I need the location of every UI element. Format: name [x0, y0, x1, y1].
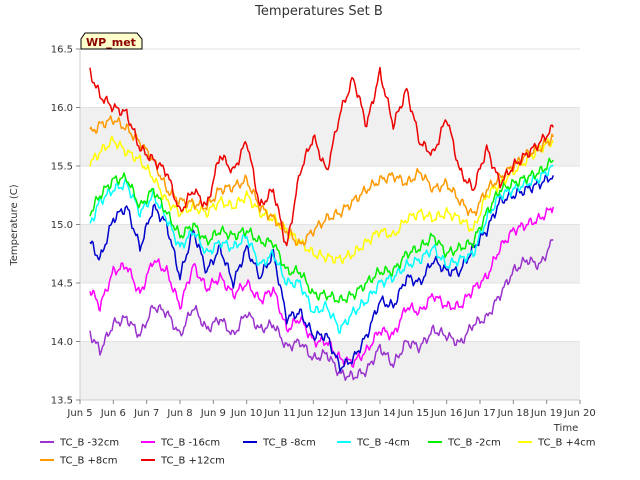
site-badge-box: [80, 32, 143, 50]
series-line-tc-b-4cm: [89, 164, 554, 334]
series-lines: [89, 66, 555, 381]
x-tick-label: Jun 15: [397, 408, 430, 419]
series-line-tc-b-12cm: [89, 66, 554, 247]
legend-label: TC_B +12cm: [160, 456, 225, 467]
x-tick-label: Jun 13: [330, 408, 363, 419]
series-line-tc-b-8cm: [89, 174, 555, 373]
series-line-tc-b-2cm: [89, 157, 554, 304]
x-tick-label: Jun 14: [363, 408, 396, 419]
series-line-tc-b-8cm: [89, 115, 554, 247]
x-tick-label: Jun 19: [530, 408, 563, 419]
x-axis-ticks: Jun 5 Jun 6 Jun 7 Jun 8 Jun 9 Jun 10 Jun 11 Jun…: [66, 400, 596, 419]
y-tick-label: 15.5: [51, 162, 73, 173]
x-axis-label: Time: [553, 423, 578, 434]
y-tick-label: 14.0: [51, 337, 73, 348]
legend-label: TC_B -16cm: [160, 438, 220, 449]
x-tick-label: Jun 10: [230, 408, 263, 419]
y-tick-label: 16.0: [51, 103, 73, 114]
y-axis-ticks: 13.5 14.0 14.5 15.0 15.5 16.0 16.5: [51, 45, 80, 407]
x-tick-label: Jun 6: [100, 408, 126, 419]
x-tick-label: Jun 17: [463, 408, 496, 419]
legend-label: TC_B +4cm: [537, 438, 596, 449]
grid-band: [80, 341, 580, 400]
y-tick-label: 15.0: [51, 220, 73, 231]
x-tick-label: Jun 16: [430, 408, 463, 419]
series-line-tc-b-16cm: [89, 206, 555, 368]
site-badge: WP_met: [80, 32, 143, 50]
legend-label: TC_B +8cm: [59, 456, 118, 467]
x-tick-label: Jun 20: [563, 408, 596, 419]
y-tick-label: 13.5: [51, 396, 73, 407]
grid-band: [80, 224, 580, 283]
x-tick-label: Jun 8: [166, 408, 192, 419]
legend-label: TC_B -32cm: [59, 438, 119, 449]
plot-area: [80, 48, 580, 401]
x-tick-label: Jun 11: [263, 408, 296, 419]
series-line-tc-b-4cm: [89, 135, 554, 265]
legend-label: TC_B -2cm: [447, 438, 501, 449]
y-axis-label: Temperature (C): [9, 184, 20, 266]
x-tick-label: Jun 7: [133, 408, 159, 419]
site-badge-label: WP_met: [86, 36, 136, 49]
x-tick-label: Jun 12: [297, 408, 330, 419]
y-tick-label: 16.5: [51, 45, 73, 56]
legend: TC_B -32cm TC_B -16cm TC_B -8cm TC_B -4cm TC…: [40, 438, 596, 467]
x-tick-label: Jun 9: [200, 408, 226, 419]
series-line-tc-b-32cm: [89, 238, 554, 381]
legend-label: TC_B -8cm: [262, 438, 316, 449]
chart-title: Temperatures Set B: [254, 4, 383, 19]
y-tick-label: 14.5: [51, 279, 73, 290]
x-tick-label: Jun 5: [66, 408, 92, 419]
legend-label: TC_B -4cm: [356, 438, 410, 449]
x-tick-label: Jun 18: [497, 408, 530, 419]
